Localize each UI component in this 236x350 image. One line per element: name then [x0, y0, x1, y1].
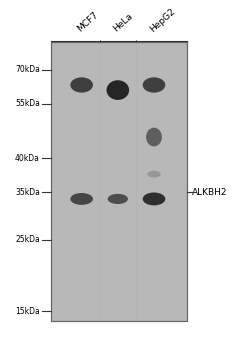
- Text: 25kDa: 25kDa: [15, 235, 40, 244]
- Ellipse shape: [70, 77, 93, 93]
- Ellipse shape: [147, 171, 161, 177]
- Text: ALKBH2: ALKBH2: [192, 188, 228, 197]
- Ellipse shape: [108, 194, 128, 204]
- Ellipse shape: [70, 193, 93, 205]
- Text: 70kDa: 70kDa: [15, 65, 40, 74]
- Text: 40kDa: 40kDa: [15, 154, 40, 163]
- Text: MCF7: MCF7: [76, 10, 100, 34]
- Text: 15kDa: 15kDa: [15, 307, 40, 316]
- Bar: [51, 42, 187, 321]
- Text: HeLa: HeLa: [112, 12, 135, 34]
- Text: 35kDa: 35kDa: [15, 188, 40, 197]
- Bar: [51, 42, 187, 321]
- Ellipse shape: [143, 193, 165, 205]
- Ellipse shape: [106, 80, 129, 100]
- Text: HepG2: HepG2: [148, 7, 177, 34]
- Ellipse shape: [143, 77, 165, 93]
- Ellipse shape: [146, 128, 162, 146]
- Text: 55kDa: 55kDa: [15, 99, 40, 108]
